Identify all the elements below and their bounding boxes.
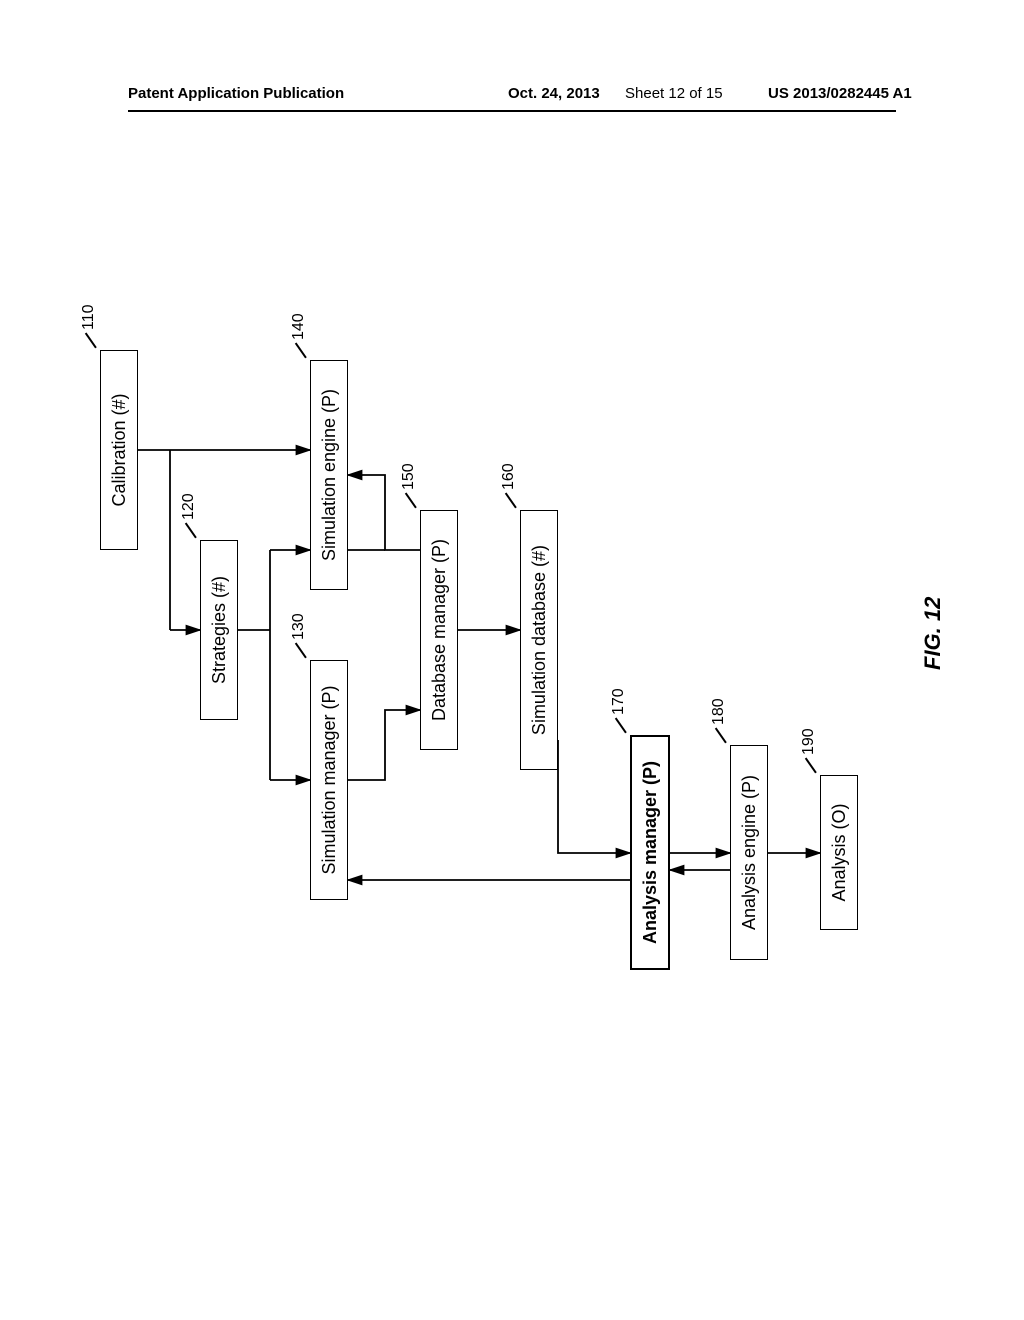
ref-160: 160 (500, 463, 518, 490)
figure-label: FIG. 12 (920, 597, 946, 670)
ref-140: 140 (290, 313, 308, 340)
ref-110: 110 (80, 304, 98, 330)
ref-150: 150 (400, 463, 418, 490)
ref-130: 130 (290, 613, 308, 640)
node-label: Simulation manager (P) (319, 685, 340, 874)
node-label: Analysis manager (P) (640, 761, 661, 944)
node-analysis-manager: Analysis manager (P) (630, 735, 670, 970)
arrows-svg (50, 290, 950, 970)
node-strategies: Strategies (#) (200, 540, 238, 720)
node-label: Simulation engine (P) (319, 389, 340, 561)
header-date: Oct. 24, 2013 (508, 85, 600, 102)
node-analysis: Analysis (O) (820, 775, 858, 930)
node-label: Strategies (#) (209, 576, 230, 684)
header-rule (128, 110, 896, 112)
ref-190: 190 (800, 728, 818, 755)
node-sim-database: Simulation database (#) (520, 510, 558, 770)
node-label: Analysis (O) (829, 804, 850, 902)
node-db-manager: Database manager (P) (420, 510, 458, 750)
node-label: Database manager (P) (429, 539, 450, 721)
node-label: Calibration (#) (109, 393, 130, 506)
node-sim-engine: Simulation engine (P) (310, 360, 348, 590)
node-calibration: Calibration (#) (100, 350, 138, 550)
ref-180: 180 (710, 698, 728, 725)
node-label: Simulation database (#) (529, 545, 550, 735)
figure-diagram: Calibration (#) 110 Strategies (#) 120 S… (50, 290, 950, 970)
node-sim-manager: Simulation manager (P) (310, 660, 348, 900)
page: Patent Application Publication Oct. 24, … (0, 0, 1024, 1320)
node-label: Analysis engine (P) (739, 775, 760, 930)
ref-170: 170 (610, 688, 628, 715)
header-pubno: US 2013/0282445 A1 (768, 85, 912, 102)
node-analysis-engine: Analysis engine (P) (730, 745, 768, 960)
ref-120: 120 (180, 493, 198, 520)
header-left: Patent Application Publication (128, 85, 344, 102)
header-sheet: Sheet 12 of 15 (625, 85, 723, 102)
